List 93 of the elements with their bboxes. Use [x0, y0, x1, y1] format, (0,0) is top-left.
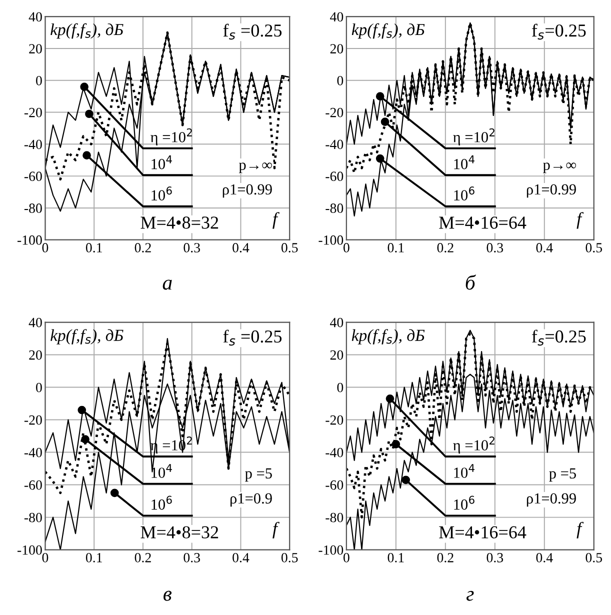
y-axis-title: kp(f,f$_{s}$), дБ	[50, 23, 124, 39]
annotation: M=4•8=32	[140, 216, 218, 229]
annotation: f$_{s}$=0.25	[532, 24, 586, 40]
y-tick-label: -20	[326, 415, 344, 425]
annotation: ρ1=0.99	[526, 493, 576, 507]
x-tick-label: 0.3	[184, 552, 200, 562]
y-tick-label: -80	[326, 204, 344, 213]
y-tick-label: -20	[24, 108, 42, 118]
text: а	[162, 280, 172, 290]
annotation: M=4•16=64	[439, 216, 526, 229]
x-tick-label: 0	[343, 243, 350, 252]
y-tick-label: 20	[29, 350, 42, 360]
annotation: M=4•16=64	[439, 526, 526, 538]
y-tick-label: 0	[36, 76, 42, 86]
y-axis-title: kp(f,f$_{s}$), дБ	[352, 329, 425, 344]
y-tick-label: -20	[326, 108, 344, 118]
text: б	[466, 274, 476, 290]
y-tick-label: -80	[326, 512, 344, 522]
y-axis-title: kp(f,f$_{s}$), дБ	[352, 23, 425, 39]
annotation: f$_{s}$=0.25	[532, 330, 586, 346]
text: г	[466, 590, 474, 601]
annotation: p =5	[549, 468, 576, 482]
y-tick-label: 20	[330, 44, 344, 54]
annotation: 10$^{4}$	[152, 155, 172, 170]
text: в	[164, 590, 172, 601]
x-tick-label: 0.3	[486, 552, 504, 562]
x-tick-label: 0.5	[586, 552, 602, 562]
x-tick-label: 0.5	[586, 243, 602, 252]
annotation: 10$^{6}$	[152, 186, 172, 200]
annotation: p→∞	[543, 162, 576, 174]
x-tick-label: 0.2	[134, 243, 151, 252]
y-tick-label: -100	[17, 545, 42, 555]
y-tick-label: -40	[24, 448, 42, 458]
annotation: ρ1=0.9	[230, 493, 272, 507]
x-tick-label: 0.1	[388, 243, 404, 252]
y-tick-label: 0	[337, 382, 344, 392]
y-tick-label: -80	[24, 512, 42, 522]
y-tick-label: -20	[24, 415, 42, 425]
annotation: p→∞	[238, 162, 272, 174]
annotation: η =10$^{2}$	[150, 128, 192, 146]
x-tick-label: 0.3	[486, 243, 504, 252]
y-tick-label: 0	[337, 76, 344, 86]
y-tick-label: 0	[36, 382, 42, 392]
y-tick-label: -100	[318, 545, 344, 555]
annotation: η =10$^{2}$	[453, 128, 494, 146]
annotation: f$_{s}$ =0.25	[223, 330, 282, 346]
y-tick-label: -40	[326, 140, 344, 150]
annotation: f$_{s}$ =0.25	[223, 24, 282, 40]
y-tick-label: -80	[24, 204, 42, 213]
annotation: 10$^{6}$	[454, 496, 474, 510]
y-tick-label: -60	[24, 480, 42, 490]
y-tick-label: -60	[24, 172, 42, 182]
x-tick-label: 0.4	[536, 552, 553, 562]
x-tick-label: 0.5	[281, 552, 298, 562]
annotation: ρ1=0.99	[526, 184, 576, 198]
annotation: M=4•8=32	[140, 526, 218, 538]
x-tick-label: 0.2	[134, 552, 151, 562]
annotation: 10$^{6}$	[454, 186, 474, 200]
y-axis-title: kp(f,f$_{s}$), дБ	[50, 329, 124, 344]
x-tick-label: 0.1	[388, 552, 404, 562]
annotation: 10$^{4}$	[152, 464, 172, 478]
annotation: η =10$^{2}$	[453, 436, 494, 454]
y-tick-label: -40	[326, 448, 344, 458]
x-tick-label: 0.1	[86, 552, 102, 562]
x-axis-title: f	[272, 522, 280, 538]
x-tick-label: 0.2	[437, 243, 454, 252]
y-tick-label: 20	[330, 350, 344, 360]
y-tick-label: -60	[326, 480, 344, 490]
x-tick-label: 0	[42, 243, 48, 252]
y-tick-label: -100	[17, 235, 42, 245]
annotation: 10$^{4}$	[454, 155, 474, 170]
annotation: ρ1=0.99	[222, 184, 272, 198]
x-tick-label: 0.1	[86, 243, 102, 252]
x-tick-label: 0.4	[232, 552, 250, 562]
x-axis-title: f	[576, 212, 584, 229]
y-tick-label: -40	[24, 140, 42, 150]
y-tick-label: -100	[318, 235, 344, 245]
x-tick-label: 0.2	[437, 552, 454, 562]
annotation: 10$^{6}$	[152, 496, 172, 510]
y-tick-label: 40	[330, 318, 344, 328]
x-axis-title: f	[272, 212, 280, 229]
y-tick-label: 40	[28, 12, 42, 22]
y-tick-label: -60	[326, 172, 344, 182]
y-tick-label: 40	[330, 12, 344, 22]
x-tick-label: 0.3	[184, 243, 200, 252]
annotation: p =5	[245, 468, 272, 482]
x-tick-label: 0.5	[281, 243, 298, 252]
y-tick-label: 20	[29, 44, 42, 54]
x-tick-label: 0.4	[536, 243, 553, 252]
annotation: 10$^{4}$	[454, 464, 474, 478]
y-tick-label: 40	[28, 318, 42, 328]
x-axis-title: f	[576, 522, 584, 538]
x-tick-label: 0.4	[232, 243, 250, 252]
